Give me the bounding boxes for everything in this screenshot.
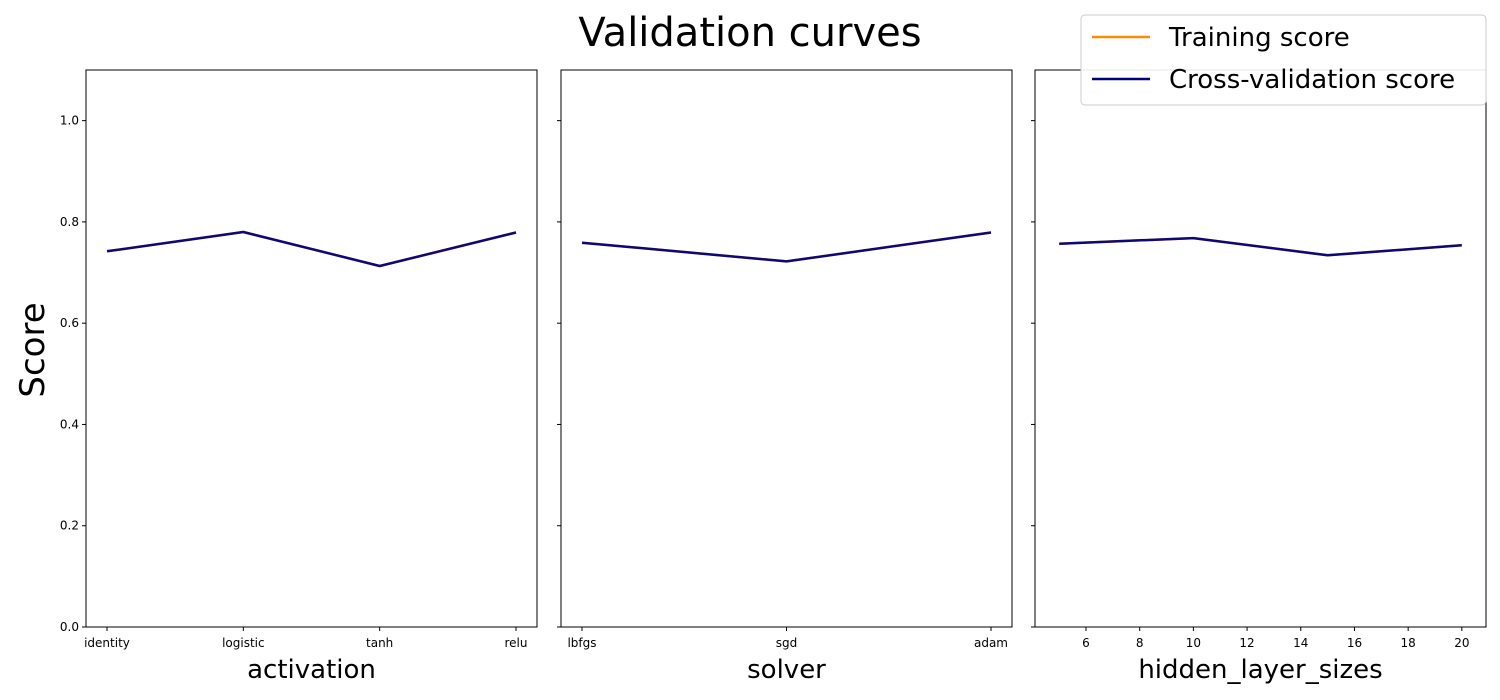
axes-frame	[85, 69, 538, 628]
axes-frame	[1034, 69, 1487, 628]
x-axis-title: hidden_layer_sizes	[1138, 655, 1382, 685]
x-axis-title: activation	[247, 655, 376, 685]
y-tick-label: 0.0	[60, 620, 79, 634]
legend: Training score Cross-validation score	[1080, 14, 1487, 106]
axes-frame	[560, 69, 1013, 628]
x-tick-label: 18	[1401, 636, 1416, 650]
series-line-cross-validation-score	[106, 230, 517, 268]
subplot-panels: 0.0 0.2 0.4 0.6 0.8 1.0 identity logistic tanh re…	[60, 69, 1487, 685]
subplot-activation: 0.0 0.2 0.4 0.6 0.8 1.0 identity logistic tanh re…	[60, 69, 538, 685]
series-line-training-score	[581, 231, 992, 263]
x-tick-label: 8	[1136, 636, 1144, 650]
x-tick-label: 20	[1454, 636, 1469, 650]
y-axis-label: Score	[13, 302, 53, 397]
x-tick-label: lbfgs	[567, 636, 596, 650]
series-line-cross-validation-score	[581, 231, 992, 263]
y-tick-label: 0.4	[60, 417, 79, 431]
x-axis-title: solver	[747, 655, 826, 685]
x-tick-label: adam	[974, 636, 1008, 650]
x-tick-label: tanh	[366, 636, 393, 650]
x-tick-label: sgd	[776, 636, 798, 650]
x-tick-label: logistic	[222, 636, 265, 650]
x-tick-label: identity	[84, 636, 130, 650]
series-line-cross-validation-score	[1059, 236, 1462, 257]
legend-label-training: Training score	[1168, 23, 1350, 53]
x-tick-label: 12	[1239, 636, 1254, 650]
x-tick-label: 6	[1082, 636, 1090, 650]
subplot-solver: lbfgs sgd adam solver	[557, 69, 1013, 685]
x-tick-label: 14	[1293, 636, 1308, 650]
y-tick-label: 1.0	[60, 114, 79, 128]
figure-title: Validation curves	[578, 10, 921, 56]
y-tick-label: 0.8	[60, 215, 79, 229]
x-tick-label: relu	[505, 636, 528, 650]
x-tick-label: 10	[1186, 636, 1201, 650]
y-tick-label: 0.2	[60, 519, 79, 533]
legend-frame	[1080, 14, 1487, 106]
legend-label-cross-validation: Cross-validation score	[1169, 65, 1455, 95]
y-tick-label: 0.6	[60, 316, 79, 330]
subplot-hidden-layer-sizes: 6 8 10 12 14 16 18 20 hidden_layer_sizes	[1031, 69, 1487, 685]
x-tick-label: 16	[1347, 636, 1362, 650]
